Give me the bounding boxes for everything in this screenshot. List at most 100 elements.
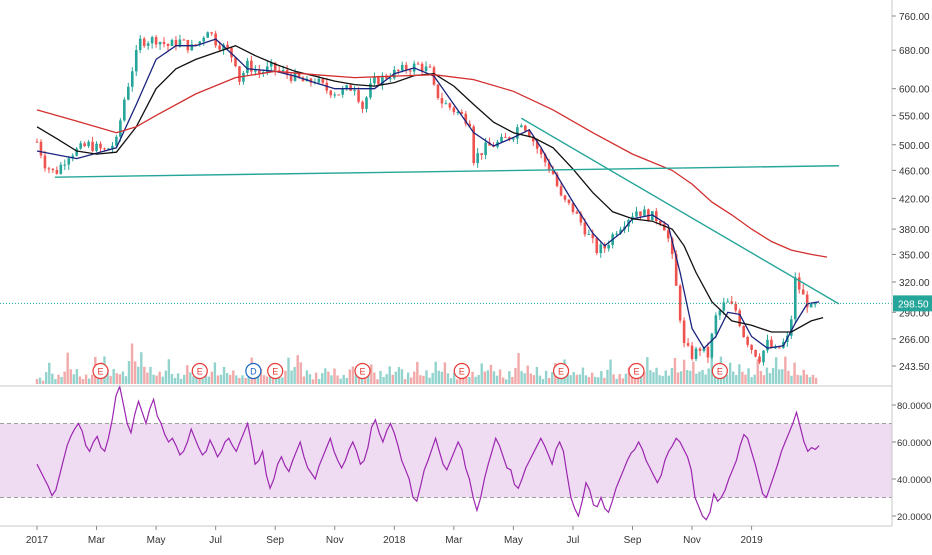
volume-bar (91, 374, 94, 384)
volume-bar (78, 376, 82, 384)
volume-bar (354, 369, 358, 384)
volume-bar (238, 377, 241, 384)
volume-bar (725, 374, 729, 384)
candle-body (202, 37, 206, 42)
candle-body (258, 70, 261, 74)
moving-average-short (36, 38, 820, 350)
volume-bar (192, 376, 195, 384)
volume-bar (526, 365, 529, 384)
volume-bar (167, 359, 171, 384)
volume-bar (351, 366, 355, 384)
candle-body (254, 70, 257, 72)
volume-bar (774, 357, 778, 384)
volume-bar (317, 378, 321, 384)
candle-body (281, 70, 285, 72)
volume-bar (57, 374, 60, 384)
volume-bar (498, 369, 502, 384)
volume-bar (514, 367, 517, 384)
candle-body (59, 164, 63, 174)
volume-bar (287, 357, 290, 384)
volume-bar (646, 357, 649, 384)
moving-average-long (36, 70, 828, 258)
candle-body (619, 229, 622, 234)
volume-bar (409, 377, 413, 384)
volume-bar (501, 377, 505, 384)
volume-bar (618, 374, 621, 384)
volume-bar (784, 356, 787, 384)
candle-body (635, 211, 638, 217)
candle-body (119, 120, 122, 137)
time-tick-label: 2019 (740, 535, 763, 546)
rsi-band (0, 423, 892, 498)
volume-bar (271, 377, 275, 384)
volume-bar (363, 376, 367, 384)
candle-body (162, 41, 166, 44)
candle-body (91, 141, 94, 151)
price-tick-label: 350.00 (899, 250, 930, 261)
candle-body (758, 356, 761, 363)
volume-bar (486, 370, 490, 384)
candle-body (321, 78, 325, 83)
volume-bar (765, 367, 769, 384)
candle-body (83, 143, 86, 147)
volume-bar (541, 379, 545, 384)
time-tick-label: Mar (88, 535, 106, 546)
candle-body (115, 136, 118, 146)
volume-bar (72, 374, 76, 384)
price-tick-label: 600.00 (899, 85, 930, 96)
volume-bar (738, 364, 741, 384)
volume-bar (428, 377, 431, 384)
volume-bar (296, 355, 299, 384)
event-marker-circle (267, 362, 284, 380)
time-tick-label: Mar (445, 535, 463, 546)
volume-bar (440, 371, 444, 384)
price-tick-label: 550.00 (899, 111, 930, 122)
candle-body (512, 138, 515, 140)
volume-bar (222, 366, 226, 384)
volume-bar (759, 370, 763, 384)
candle-body (130, 71, 134, 87)
volume-bar (244, 377, 247, 384)
volume-bar (127, 361, 131, 384)
volume-bar (146, 372, 149, 384)
volume-bar (744, 374, 747, 384)
event-marker-circle (354, 362, 371, 380)
candle-body (111, 145, 114, 149)
candle-body (448, 103, 452, 108)
volume-bar (802, 369, 805, 384)
volume-bar (241, 375, 244, 384)
trendline (54, 165, 839, 178)
volume-bar (547, 378, 551, 384)
volume-bar (449, 378, 453, 384)
candle-body (793, 277, 797, 320)
volume-bar (413, 371, 416, 384)
candle-body (500, 136, 503, 142)
price-tick-label: 680.00 (899, 46, 930, 57)
candle-body (79, 143, 82, 149)
time-tick-label: May (504, 535, 523, 546)
volume-bar (124, 376, 128, 384)
candle-body (766, 339, 769, 351)
volume-bar (710, 343, 713, 384)
candle-body (460, 111, 464, 114)
candle-body (377, 76, 380, 85)
candle-body (297, 72, 301, 78)
candle-body (670, 238, 674, 255)
volume-bar (161, 376, 164, 384)
volume-bar (793, 362, 796, 384)
volume-bar (198, 376, 201, 384)
volume-bar (321, 373, 324, 384)
volume-bar (38, 377, 42, 384)
candle-body (317, 78, 321, 83)
candle-body (563, 195, 567, 200)
volume-bar (112, 368, 115, 384)
candle-body (464, 113, 468, 124)
volume-bar (434, 361, 437, 384)
volume-bar (790, 375, 793, 384)
volume-bar (692, 361, 695, 384)
candle-body (801, 289, 805, 295)
volume-bar (667, 375, 671, 384)
candle-body (452, 107, 456, 112)
event-marker-circle (552, 362, 570, 380)
volume-bar (781, 369, 784, 384)
